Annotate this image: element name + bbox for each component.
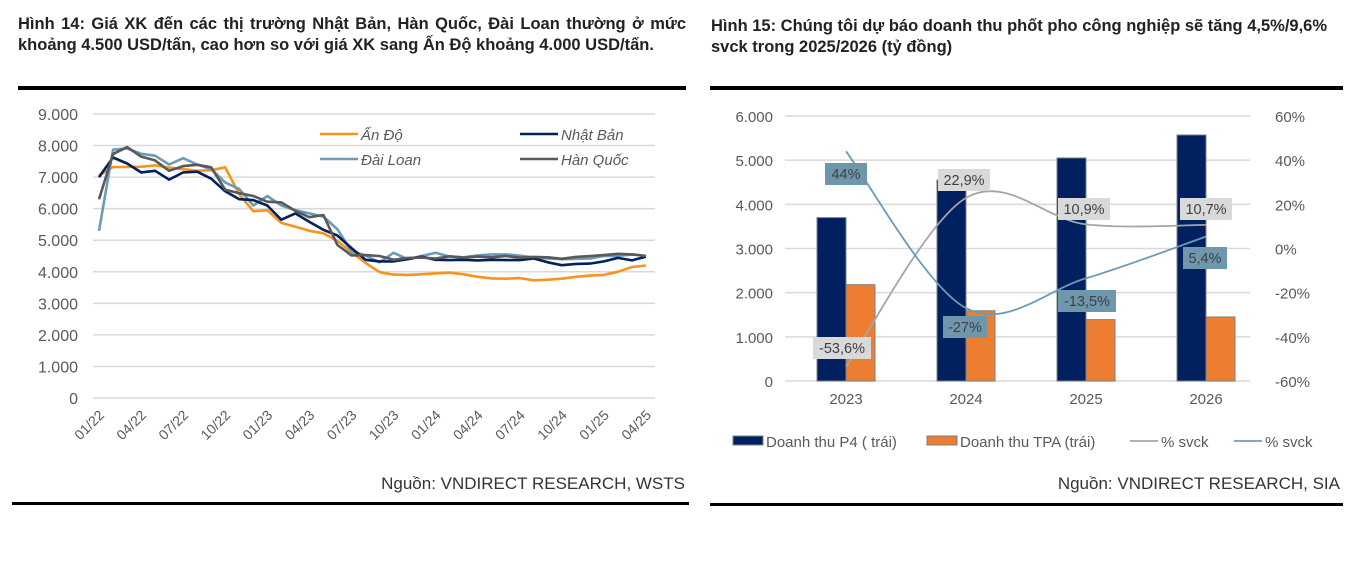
legend-label: % svck bbox=[1265, 434, 1313, 451]
series-line-3 bbox=[97, 145, 647, 262]
data-label-bg bbox=[1183, 247, 1227, 269]
legend-label: % svck bbox=[1161, 434, 1209, 451]
x-tick-label: 07/22 bbox=[155, 407, 191, 443]
data-label: 10,7% bbox=[1185, 202, 1226, 218]
figure-14-title: Hình 14: Giá XK đến các thị trường Nhật … bbox=[18, 15, 686, 54]
x-tick-label: 01/24 bbox=[408, 407, 444, 443]
x-category-label: 2024 bbox=[949, 391, 982, 408]
y-right-tick-label: -40% bbox=[1275, 330, 1310, 347]
series-line-0 bbox=[98, 164, 647, 282]
data-label: 10,9% bbox=[1063, 202, 1104, 218]
figure-15-title: Hình 15: Chúng tôi dự báo doanh thu phốt… bbox=[711, 17, 1328, 56]
legend-swatch bbox=[732, 435, 764, 446]
legend-label: Ấn Độ bbox=[360, 126, 403, 144]
growth-line-2 bbox=[845, 150, 1207, 315]
price-line-chart: 0 1.000 2.000 3.000 4.000 5.000 6.000 7.000 8.00… bbox=[38, 107, 655, 443]
data-label-bg bbox=[1058, 290, 1116, 312]
x-category-label: 2026 bbox=[1189, 391, 1222, 408]
revenue-combo-chart: 0 1.000 2.000 3.000 4.000 5.000 6.000 -60% -40% -… bbox=[732, 109, 1313, 451]
data-label-bg bbox=[1058, 198, 1110, 220]
legend-label: Doanh thu P4 ( trái) bbox=[766, 434, 897, 451]
y-right-tick-label: 40% bbox=[1275, 153, 1305, 170]
x-tick-label: 04/25 bbox=[618, 407, 654, 443]
bar-tpa bbox=[845, 284, 876, 382]
y-left-tick-label: 2.000 bbox=[735, 286, 773, 303]
figure-14-source: Nguồn: VNDIRECT RESEARCH, WSTS bbox=[381, 474, 685, 493]
y-left-tick-label: 6.000 bbox=[735, 109, 773, 126]
x-tick-label: 01/23 bbox=[239, 407, 275, 443]
figure-15-panel: Hình 15: Chúng tôi dự báo doanh thu phốt… bbox=[705, 0, 1365, 516]
x-category-label: 2023 bbox=[829, 391, 862, 408]
x-tick-label: 04/24 bbox=[450, 407, 486, 443]
x-tick-label: 07/24 bbox=[492, 407, 528, 443]
x-tick-label: 10/22 bbox=[197, 407, 233, 443]
x-tick-label: 10/24 bbox=[534, 407, 570, 443]
y-tick-label: 2.000 bbox=[38, 328, 78, 345]
y-left-tick-label: 0 bbox=[765, 374, 773, 391]
y-tick-label: 8.000 bbox=[38, 139, 78, 156]
y-left-tick-label: 3.000 bbox=[735, 242, 773, 259]
y-tick-label: 5.000 bbox=[38, 233, 78, 250]
x-tick-label: 01/22 bbox=[71, 407, 107, 443]
data-label-bg bbox=[938, 169, 990, 191]
y-tick-label: 1.000 bbox=[38, 359, 78, 376]
data-label-bg bbox=[1180, 198, 1232, 220]
series-line-1 bbox=[97, 156, 647, 267]
y-right-tick-label: 60% bbox=[1275, 109, 1305, 126]
title-rule bbox=[710, 86, 1343, 90]
legend-label: Đài Loan bbox=[361, 152, 421, 169]
bottom-rule bbox=[710, 503, 1343, 506]
y-tick-label: 7.000 bbox=[38, 170, 78, 187]
data-label: 44% bbox=[831, 167, 860, 183]
y-tick-label: 4.000 bbox=[38, 265, 78, 282]
data-label-bg bbox=[825, 163, 867, 185]
figure-15-source: Nguồn: VNDIRECT RESEARCH, SIA bbox=[1057, 474, 1340, 493]
y-tick-label: 0 bbox=[69, 391, 78, 408]
y-tick-label: 9.000 bbox=[38, 107, 78, 124]
data-label: -13,5% bbox=[1064, 294, 1110, 310]
x-tick-label: 01/25 bbox=[576, 407, 612, 443]
title-rule bbox=[18, 86, 686, 90]
data-label: -27% bbox=[948, 320, 982, 336]
growth-line-1 bbox=[845, 190, 1207, 368]
y-tick-label: 6.000 bbox=[38, 202, 78, 219]
y-right-tick-label: -60% bbox=[1275, 374, 1310, 391]
y-tick-label: 3.000 bbox=[38, 296, 78, 313]
legend-swatch bbox=[926, 435, 958, 446]
data-label: 22,9% bbox=[943, 173, 984, 189]
data-label-bg bbox=[813, 337, 871, 359]
bottom-rule bbox=[12, 502, 689, 505]
x-tick-label: 10/23 bbox=[366, 407, 402, 443]
bar-tpa bbox=[1085, 319, 1116, 382]
y-right-tick-label: -20% bbox=[1275, 286, 1310, 303]
y-right-tick-label: 20% bbox=[1275, 197, 1305, 214]
y-right-tick-label: 0% bbox=[1275, 242, 1297, 259]
legend-label: Nhật Bản bbox=[561, 127, 624, 144]
x-tick-label: 04/23 bbox=[281, 407, 317, 443]
data-label-bg bbox=[943, 316, 987, 338]
x-tick-label: 07/23 bbox=[323, 407, 359, 443]
data-label: -53,6% bbox=[819, 341, 865, 357]
y-left-tick-label: 4.000 bbox=[735, 197, 773, 214]
bar-p4 bbox=[1056, 157, 1087, 382]
bar-p4 bbox=[936, 179, 967, 382]
legend-label: Hàn Quốc bbox=[561, 152, 629, 169]
x-tick-label: 04/22 bbox=[113, 407, 149, 443]
y-left-tick-label: 5.000 bbox=[735, 153, 773, 170]
bar-tpa bbox=[1205, 316, 1236, 382]
x-category-label: 2025 bbox=[1069, 391, 1102, 408]
y-left-tick-label: 1.000 bbox=[735, 330, 773, 347]
data-label: 5,4% bbox=[1188, 251, 1221, 267]
figure-14-panel: Hình 14: Giá XK đến các thị trường Nhật … bbox=[0, 0, 695, 516]
legend-label: Doanh thu TPA (trái) bbox=[960, 434, 1095, 451]
